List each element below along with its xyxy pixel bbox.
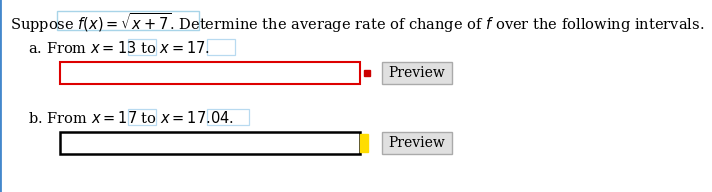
Text: Suppose $f(x) = \sqrt{x + 7}$. Determine the average rate of change of $f$ over : Suppose $f(x) = \sqrt{x + 7}$. Determine… xyxy=(10,11,704,35)
Bar xyxy=(382,132,452,154)
Text: Preview: Preview xyxy=(389,66,446,80)
Text: a. From $x = 13$ to $x = 17$.: a. From $x = 13$ to $x = 17$. xyxy=(28,40,210,56)
Bar xyxy=(128,109,156,125)
Text: b. From $x = 17$ to $x = 17.04$.: b. From $x = 17$ to $x = 17.04$. xyxy=(28,110,234,126)
Bar xyxy=(382,62,452,84)
Bar xyxy=(207,39,235,55)
Bar xyxy=(207,109,249,125)
Bar xyxy=(360,134,368,152)
Bar xyxy=(128,39,156,55)
Bar xyxy=(60,132,360,154)
Text: Preview: Preview xyxy=(389,136,446,150)
Bar xyxy=(60,62,360,84)
Bar xyxy=(57,11,199,30)
